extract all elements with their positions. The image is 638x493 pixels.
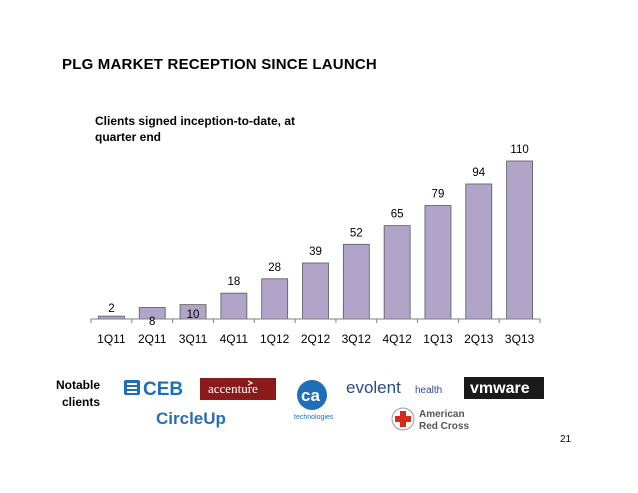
american-red-cross-logo: American Red Cross: [391, 405, 481, 435]
bar-chart: 2 1Q11 8 2Q11 10 3Q11 18 4Q11 28 1Q12 39 2Q12 52 3Q12…: [90, 144, 541, 346]
data-label-4Q11: 18: [227, 276, 240, 288]
x-tick-label-3Q12: 3Q12: [342, 332, 372, 346]
data-label-3Q11: 10: [187, 309, 200, 321]
data-label-3Q12: 52: [350, 227, 363, 239]
vmware-logo-text: vmware: [470, 380, 530, 397]
x-tick-label-4Q11: 4Q11: [220, 332, 249, 346]
bar-3Q12: [342, 243, 370, 320]
ceb-logo: CEB: [123, 377, 189, 400]
chart-title: Clients signed inception-to-date, at qua…: [95, 114, 296, 144]
x-tick-label-3Q11: 3Q11: [179, 332, 208, 346]
ceb-logo-mark: CEB: [124, 379, 183, 400]
accenture-logo-text: accenture: [208, 381, 258, 396]
page-number: 21: [560, 434, 572, 445]
x-tick-label-3Q13: 3Q13: [505, 332, 535, 346]
evolent-health-logo: evolent health: [345, 378, 450, 400]
bar-2Q13: [465, 183, 493, 320]
circleup-logo-text: CircleUp: [156, 409, 226, 428]
data-label-1Q13: 79: [432, 189, 445, 201]
ca-technologies-logo: ca technologies: [292, 379, 344, 423]
data-label-1Q12: 28: [268, 262, 281, 274]
accenture-chevron-icon: [247, 380, 254, 386]
circleup-logo: CircleUp: [154, 406, 234, 430]
data-label-2Q11: 8: [149, 316, 155, 328]
bar-1Q13: [424, 205, 452, 320]
data-label-1Q11: 2: [108, 303, 114, 315]
x-tick-label-1Q13: 1Q13: [423, 332, 453, 346]
bar-4Q12: [383, 225, 411, 320]
ca-logo-text: ca: [301, 386, 320, 405]
x-tick-label-1Q11: 1Q11: [97, 332, 126, 346]
notable-clients-label: Notable clients: [55, 378, 100, 409]
bar-4Q11: [220, 292, 248, 320]
x-tick-label-4Q12: 4Q12: [382, 332, 412, 346]
accenture-logo: accenture: [200, 378, 276, 400]
x-tick-label-1Q12: 1Q12: [260, 332, 290, 346]
data-label-2Q12: 39: [309, 246, 322, 258]
vmware-logo: vmware: [464, 377, 544, 399]
x-tick-label-2Q13: 2Q13: [464, 332, 494, 346]
redcross-logo-line1: American: [419, 409, 465, 420]
data-label-2Q13: 94: [472, 167, 485, 179]
bar-3Q13: [506, 160, 533, 320]
evolent-logo-text: evolent: [346, 378, 401, 397]
ceb-logo-text: CEB: [143, 379, 183, 399]
x-tick-label-2Q12: 2Q12: [301, 332, 331, 346]
data-label-3Q13: 110: [510, 144, 528, 156]
redcross-logo-line2: Red Cross: [419, 421, 469, 432]
slide-title: PLG MARKET RECEPTION SINCE LAUNCH: [62, 56, 377, 73]
ca-logo-subtext: technologies: [294, 414, 334, 421]
evolent-logo-subtext: health: [415, 385, 442, 396]
data-label-4Q12: 65: [391, 209, 404, 221]
x-tick-label-2Q11: 2Q11: [138, 332, 167, 346]
bar-2Q12: [302, 262, 329, 320]
bar-1Q12: [261, 278, 289, 320]
